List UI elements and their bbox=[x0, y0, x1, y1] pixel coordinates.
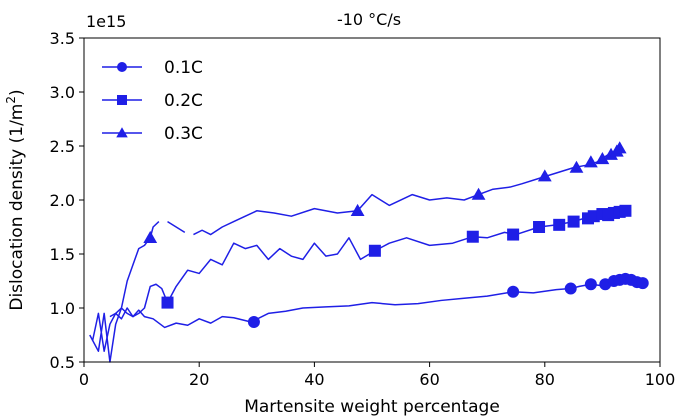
series-0.3C bbox=[109, 141, 627, 318]
y-axis-label-superscript: 2 bbox=[4, 96, 18, 104]
series-line-0.3C bbox=[167, 220, 186, 234]
y-offset-text: 1e15 bbox=[86, 12, 126, 31]
data-point-0.2C bbox=[161, 296, 174, 309]
chart-title: -10 °C/s bbox=[337, 10, 401, 29]
data-point-0.3C bbox=[583, 155, 598, 168]
data-point-0.3C bbox=[595, 152, 610, 165]
data-point-0.2C bbox=[567, 215, 580, 228]
axis-ticks: 0 20 40 60 80 100 0.5 1.0 1.5 2.0 2.5 3.0 3.5 bbox=[50, 29, 676, 389]
data-point-0.3C bbox=[537, 169, 552, 182]
x-tick-label: 0 bbox=[79, 370, 89, 389]
series-layer bbox=[89, 141, 649, 363]
legend: 0.1C 0.2C 0.3C bbox=[102, 58, 203, 144]
series-line-0.2C bbox=[91, 210, 626, 352]
y-axis-label: Dislocation density (1/m2) bbox=[4, 89, 27, 310]
y-axis-label-text: Dislocation density (1/m bbox=[7, 104, 27, 311]
legend-marker-0.3C bbox=[116, 127, 128, 138]
series-0.2C bbox=[91, 204, 632, 352]
data-point-0.3C bbox=[350, 203, 365, 216]
series-line-0.3C bbox=[193, 150, 620, 236]
x-tick-label: 80 bbox=[535, 370, 555, 389]
data-point-0.3C bbox=[569, 160, 584, 173]
legend-label-0.1C: 0.1C bbox=[164, 58, 203, 78]
legend-marker-0.1C bbox=[117, 62, 127, 72]
data-point-0.3C bbox=[471, 187, 486, 200]
x-tick-label: 40 bbox=[304, 370, 324, 389]
data-point-0.3C bbox=[604, 147, 618, 160]
x-tick-label: 20 bbox=[189, 370, 209, 389]
series-line-0.3C bbox=[109, 221, 160, 318]
data-point-0.1C bbox=[507, 285, 520, 298]
series-0.1C bbox=[89, 272, 649, 363]
x-axis-label: Martensite weight percentage bbox=[244, 397, 500, 417]
y-tick-label: 2.0 bbox=[50, 191, 75, 210]
legend-marker-0.2C bbox=[117, 95, 127, 105]
data-point-0.3C bbox=[143, 230, 158, 243]
y-tick-label: 0.5 bbox=[50, 353, 75, 372]
legend-label-0.3C: 0.3C bbox=[164, 124, 203, 144]
data-point-0.2C bbox=[368, 244, 381, 257]
data-point-0.1C bbox=[584, 278, 597, 291]
data-point-0.2C bbox=[533, 221, 546, 233]
plot-frame bbox=[83, 37, 661, 363]
y-axis-label-end: ) bbox=[7, 89, 27, 96]
data-point-0.2C bbox=[619, 204, 632, 217]
data-point-0.1C bbox=[636, 277, 649, 290]
data-point-0.2C bbox=[507, 228, 520, 241]
data-point-0.1C bbox=[564, 282, 577, 295]
y-tick-label: 3.0 bbox=[50, 83, 75, 102]
data-point-0.2C bbox=[553, 218, 566, 231]
x-tick-label: 100 bbox=[645, 370, 676, 389]
y-tick-label: 1.5 bbox=[50, 245, 75, 264]
y-tick-label: 2.5 bbox=[50, 137, 75, 156]
y-tick-label: 1.0 bbox=[50, 299, 75, 318]
data-point-0.2C bbox=[466, 230, 479, 243]
legend-label-0.2C: 0.2C bbox=[164, 91, 203, 111]
data-point-0.1C bbox=[247, 316, 260, 329]
data-point-0.3C bbox=[612, 141, 627, 154]
y-tick-label: 3.5 bbox=[50, 29, 75, 48]
x-tick-label: 60 bbox=[419, 370, 439, 389]
